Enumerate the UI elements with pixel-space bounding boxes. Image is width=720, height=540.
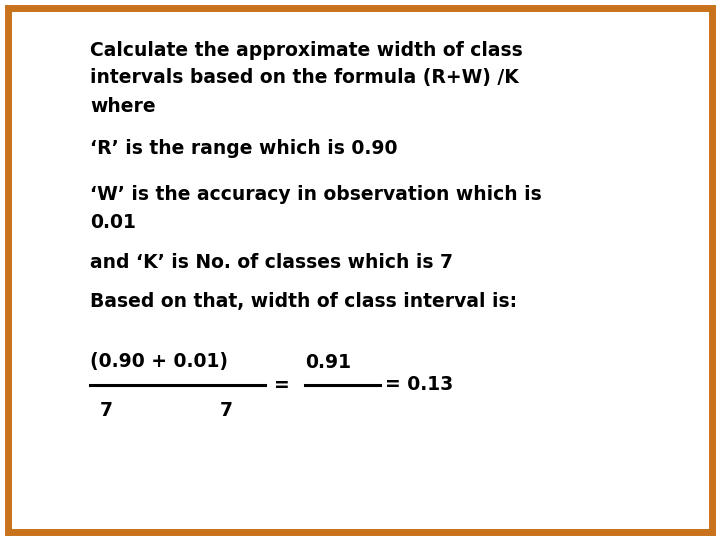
- Text: 0.91: 0.91: [305, 353, 351, 372]
- Text: = 0.13: = 0.13: [385, 375, 454, 395]
- Text: Calculate the approximate width of class: Calculate the approximate width of class: [90, 40, 523, 59]
- Text: =: =: [274, 375, 290, 395]
- Text: ‘R’ is the range which is 0.90: ‘R’ is the range which is 0.90: [90, 138, 397, 158]
- Text: 7: 7: [100, 401, 113, 420]
- Text: 7: 7: [220, 401, 233, 420]
- Text: intervals based on the formula (R+W) /K: intervals based on the formula (R+W) /K: [90, 69, 518, 87]
- Text: where: where: [90, 97, 156, 116]
- Text: Based on that, width of class interval is:: Based on that, width of class interval i…: [90, 293, 517, 312]
- Text: ‘W’ is the accuracy in observation which is: ‘W’ is the accuracy in observation which…: [90, 186, 541, 205]
- Text: and ‘K’ is No. of classes which is 7: and ‘K’ is No. of classes which is 7: [90, 253, 453, 273]
- Text: (0.90 + 0.01): (0.90 + 0.01): [90, 353, 228, 372]
- Text: 0.01: 0.01: [90, 213, 136, 232]
